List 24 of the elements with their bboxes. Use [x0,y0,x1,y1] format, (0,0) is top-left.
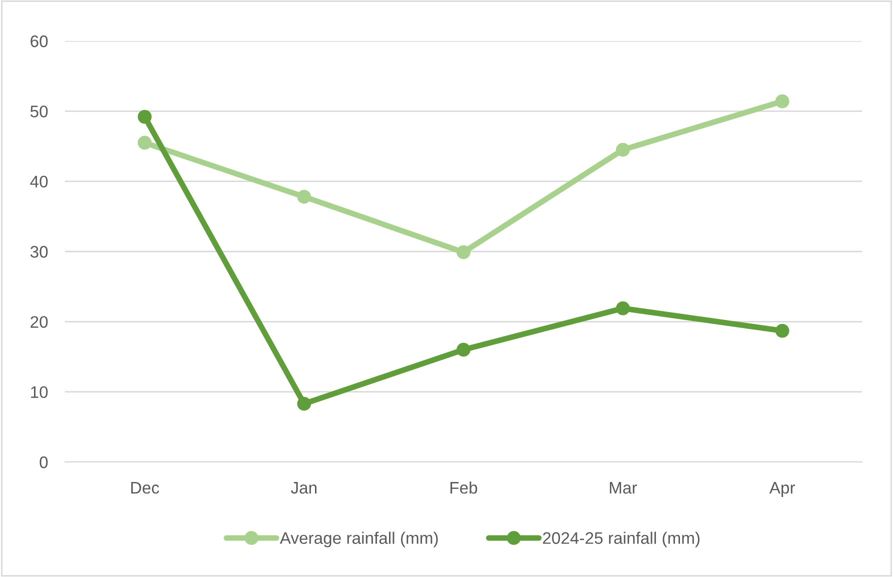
y-tick-label: 40 [30,176,48,188]
x-tick-label: Apr [769,482,795,497]
legend-label: Average rainfall (mm) [280,532,438,548]
x-tick-label: Dec [131,482,160,494]
point [138,110,152,124]
x-tick-label: Mar [610,482,637,494]
y-tick-label: 50 [30,106,48,118]
point [616,301,630,316]
point [775,94,790,108]
x-tick-label: Jan [290,482,316,494]
y-tick-label: 0 [40,456,48,468]
point [456,342,470,357]
point [297,190,312,204]
point [616,142,630,157]
point [456,245,470,260]
y-tick-label: 60 [30,35,48,48]
y-tick-label: 20 [30,316,48,328]
point [138,136,152,150]
y-tick-label: 10 [31,386,48,398]
x-tick-label: Feb [450,481,478,494]
y-tick-label: 30 [30,246,48,258]
point [775,324,790,338]
point [297,396,312,411]
legend-label: 2024-25 rainfall (mm) [542,532,700,548]
